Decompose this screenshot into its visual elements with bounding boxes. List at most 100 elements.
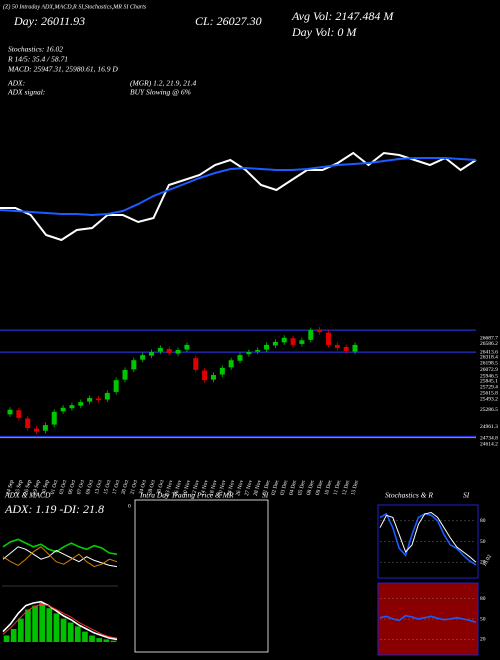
candle-body	[113, 380, 119, 392]
candle-body	[325, 332, 331, 345]
candle-body	[352, 344, 358, 352]
x-tick-label: 05 Dec	[297, 479, 307, 496]
histogram-bar	[39, 603, 46, 642]
caption: (Z) 50 Intraday ADX,MACD,R SI,Stochastic…	[3, 3, 147, 10]
y-tick-label: 25286.5	[480, 407, 498, 413]
x-tick-label: 12 Dec	[341, 479, 351, 496]
x-tick-label: 21 Oct	[129, 479, 139, 495]
histogram-bar	[25, 609, 31, 642]
panel-title: Stochastics & R	[385, 491, 433, 500]
x-tick-label: 13 Oct	[94, 479, 104, 495]
panel-title: ADX & MACD	[4, 491, 51, 500]
x-tick-label: 03 Nov	[164, 479, 174, 497]
histogram-bar	[110, 640, 117, 642]
histogram-bar	[60, 618, 67, 642]
series-line	[0, 151, 477, 242]
series-line	[2, 546, 118, 568]
candle-body	[34, 428, 40, 432]
histogram-bar	[46, 608, 53, 642]
candle-body	[175, 350, 181, 354]
x-tick-label: 08 Dec	[306, 479, 316, 496]
histogram-bar	[103, 639, 110, 642]
candle-body	[157, 347, 163, 352]
x-tick-label: 30 Sep	[41, 479, 51, 495]
candle-body	[237, 355, 243, 361]
candle-body	[25, 418, 31, 429]
candle-body	[7, 409, 13, 415]
y-tick-label: 25845.1	[480, 379, 498, 385]
y-tick-label: 26318.4	[480, 355, 498, 361]
adx-value: (MGR) 1.2, 21.9, 21.4	[130, 79, 196, 88]
adx-label: ADX:	[7, 79, 25, 88]
panel-subtitle: SI	[262, 491, 269, 500]
candle-body	[51, 411, 57, 425]
candle-body	[60, 407, 66, 412]
x-tick-label: 09 Oct	[85, 479, 95, 495]
x-tick-label: 06 Nov	[173, 479, 183, 497]
series-line	[2, 600, 118, 641]
panel-title: Intra Day Trading Price & MR	[139, 491, 234, 500]
panel-annotation: 0	[128, 503, 131, 509]
series-line	[379, 511, 477, 563]
candle-body	[149, 352, 155, 356]
x-tick-label: 26 Sep	[23, 479, 33, 495]
series-line	[379, 614, 477, 624]
y-tick-label: 25615.8	[480, 390, 498, 396]
series-line	[2, 538, 118, 555]
histogram-bar	[74, 626, 81, 642]
candle-body	[87, 398, 93, 402]
candle-body	[264, 344, 270, 350]
candle-body	[69, 405, 75, 409]
intraday-frame	[134, 499, 269, 653]
candle-body	[131, 360, 137, 370]
y-tick-label: 20	[480, 559, 486, 565]
y-tick-label: 26198.5	[480, 361, 498, 367]
x-tick-label: 02 Dec	[271, 479, 281, 496]
x-tick-label: 10 Dec	[324, 479, 334, 496]
day-volume: Day Vol: 0 M	[291, 25, 357, 39]
x-tick-label: 14 Nov	[200, 479, 210, 497]
x-tick-label: 12 Nov	[191, 479, 201, 497]
candle-body	[255, 350, 261, 352]
y-tick-label: 50	[480, 539, 486, 545]
x-tick-label: 04 Dec	[288, 479, 298, 496]
y-tick-label: 25493.2	[480, 397, 498, 403]
histogram-bar	[89, 635, 95, 642]
avg-volume: Avg Vol: 2147.484 M	[291, 9, 394, 23]
candle-body	[78, 402, 84, 406]
x-tick-label: 26 Nov	[235, 479, 245, 497]
x-tick-label: 24 Nov	[226, 479, 236, 497]
y-tick-label: 50	[480, 616, 486, 622]
y-tick-label: 80	[480, 596, 486, 602]
y-tick-label: 24734.8	[480, 435, 498, 441]
x-tick-label: 20 Oct	[121, 479, 131, 495]
candle-body	[290, 338, 296, 345]
macd-text: MACD: 25947.31, 25980.61, 16.9 D	[7, 65, 118, 74]
candle-body	[122, 369, 128, 380]
stoch-frame	[377, 504, 479, 579]
adx-signal: BUY Slowing @ 6%	[130, 88, 191, 97]
candle-body	[166, 349, 172, 354]
series-line	[2, 603, 118, 639]
x-tick-label: 03 Dec	[280, 479, 290, 496]
x-tick-label: 25 Sep	[14, 479, 24, 495]
rsi-text: R 14/5: 35.4 / 58.71	[7, 55, 68, 64]
x-tick-label: 07 Oct	[76, 479, 86, 495]
day-price: Day: 26011.93	[13, 14, 85, 28]
candle-body	[42, 425, 48, 431]
histogram-bar	[10, 629, 17, 642]
candle-body	[228, 360, 234, 368]
x-tick-label: 03 Oct	[59, 479, 69, 495]
x-tick-label: 11 Dec	[333, 479, 343, 496]
candle-body	[317, 329, 323, 333]
series-line	[0, 157, 477, 217]
histogram-bar	[32, 605, 38, 642]
candle-body	[246, 352, 252, 355]
candle-body	[343, 346, 349, 352]
y-tick-label: 26586.2	[480, 341, 498, 347]
adx-signal-label: ADX signal:	[7, 88, 45, 97]
y-tick-label: 26413.6	[480, 350, 498, 356]
candle-body	[16, 410, 22, 418]
